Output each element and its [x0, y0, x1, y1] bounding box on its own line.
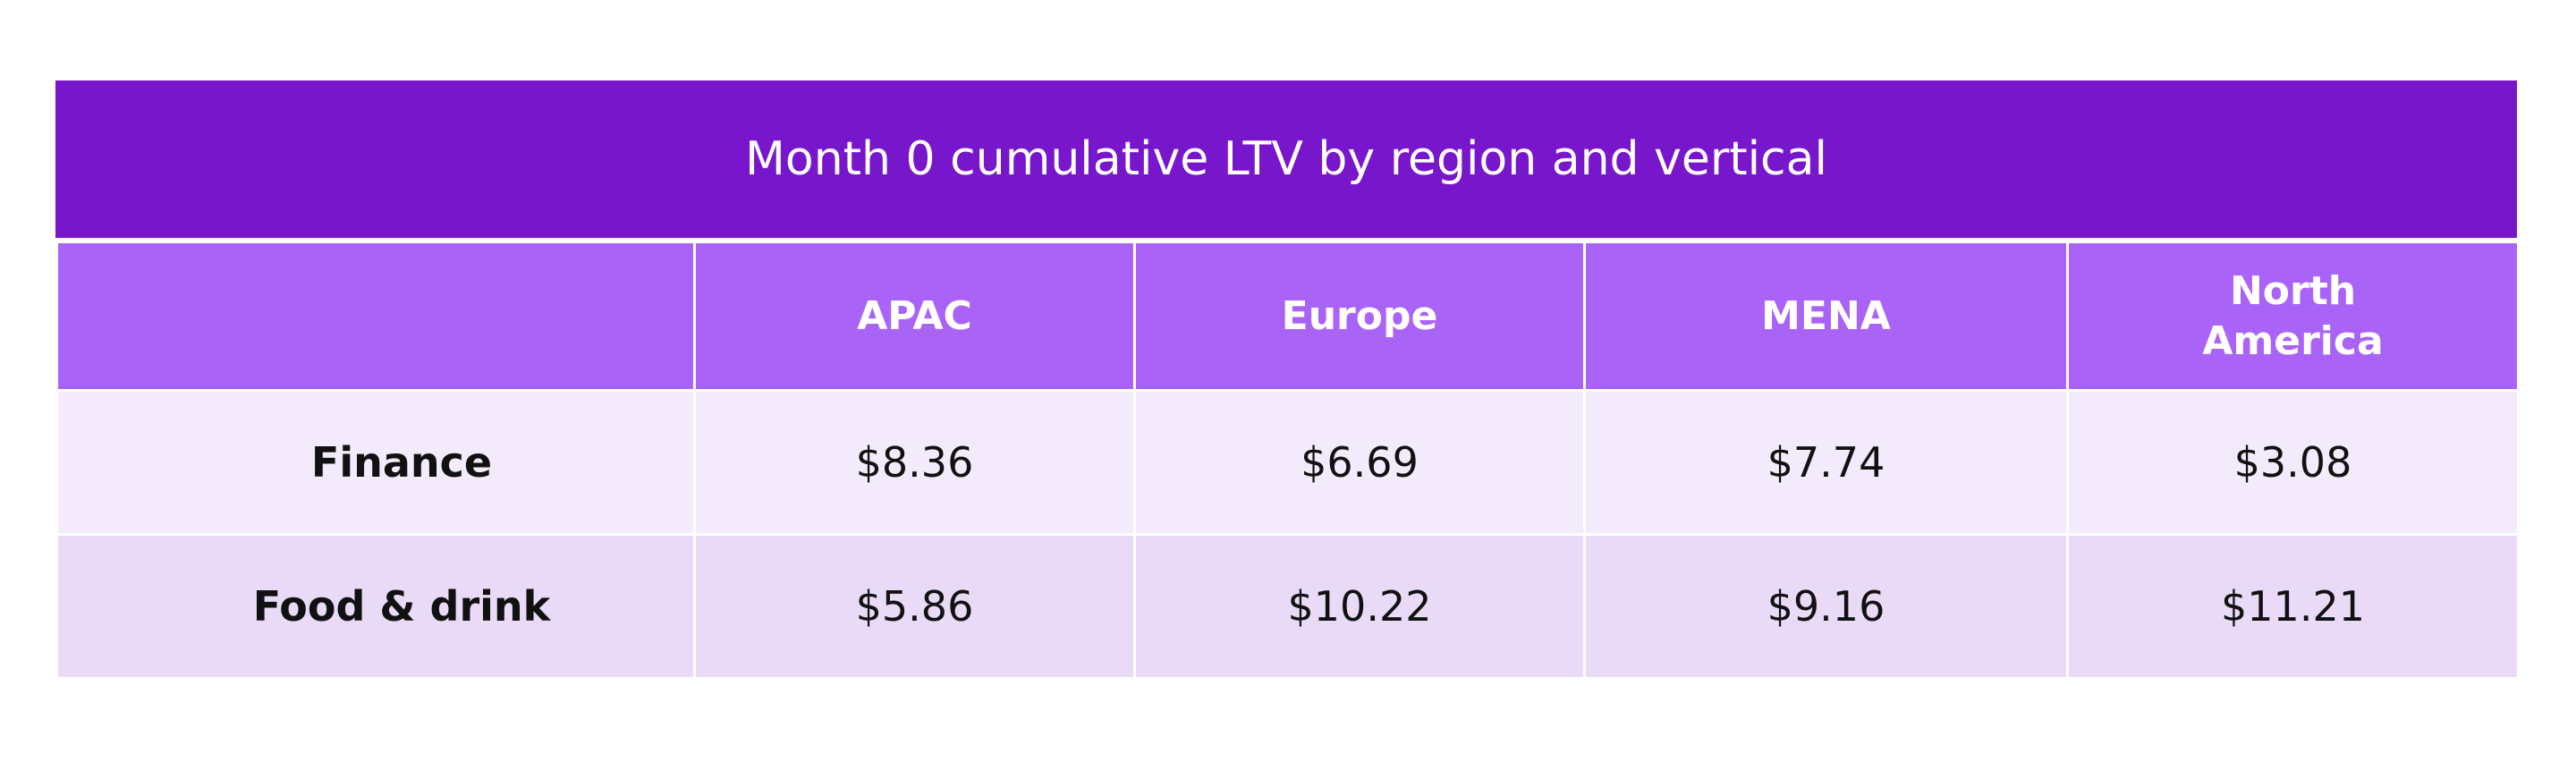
header-cell-mena: MENA	[1583, 241, 2069, 392]
table-title: Month 0 cumulative LTV by region and ver…	[55, 80, 2517, 241]
header-cell-north-america: North America	[2066, 241, 2520, 392]
ltv-table: Month 0 cumulative LTV by region and ver…	[55, 80, 2520, 680]
table-cell: $11.21	[2066, 533, 2520, 680]
table-cell: $8.36	[693, 389, 1136, 536]
header-cell-apac: APAC	[693, 241, 1136, 392]
table-cell: $7.74	[1583, 389, 2069, 536]
table-cell: $10.22	[1133, 533, 1586, 680]
table-cell: $5.86	[693, 533, 1136, 680]
header-cell-europe: Europe	[1133, 241, 1586, 392]
header-cell-corner	[55, 241, 696, 392]
header-row: APAC Europe MENA North America	[55, 241, 2520, 392]
data-grid: APAC Europe MENA North America Finance $…	[55, 241, 2520, 680]
table-cell: $6.69	[1133, 389, 1586, 536]
table-row: Food & drink $5.86 $10.22 $9.16 $11.21	[55, 533, 2520, 680]
header-line: America	[2202, 318, 2384, 364]
table-cell: $9.16	[1583, 533, 2069, 680]
header-line: North	[2229, 267, 2357, 314]
row-label: Food & drink	[55, 533, 696, 680]
row-label: Finance	[55, 389, 696, 536]
table-row: Finance $8.36 $6.69 $7.74 $3.08	[55, 389, 2520, 536]
table-cell: $3.08	[2066, 389, 2520, 536]
